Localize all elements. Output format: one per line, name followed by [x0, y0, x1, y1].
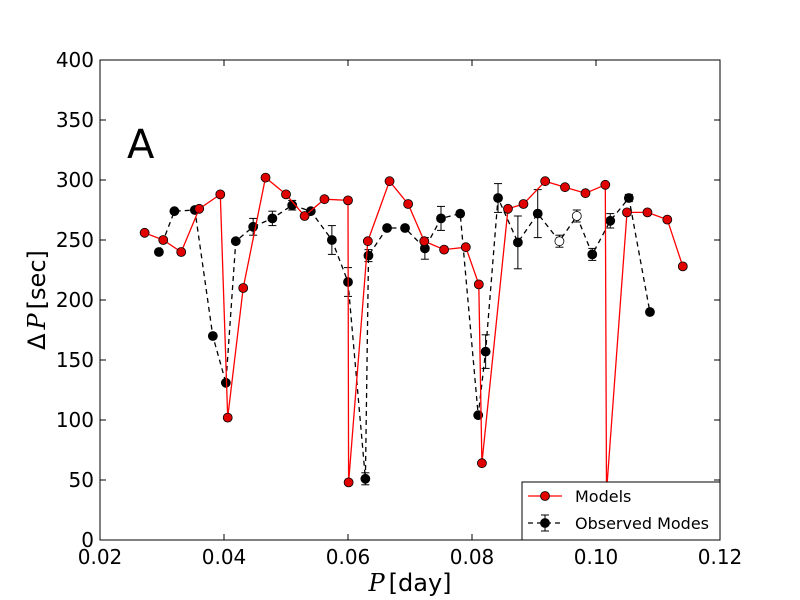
model-point — [662, 214, 673, 225]
model-point — [518, 199, 529, 209]
y-axis-label-unit: [sec] — [23, 250, 51, 309]
observed-mode-point — [480, 346, 491, 357]
model-point — [642, 207, 653, 218]
observed-mode-point — [645, 307, 655, 317]
legend-models-label: Models — [575, 487, 631, 506]
model-point — [384, 176, 395, 187]
model-point — [215, 189, 226, 200]
observed-mode-point — [360, 473, 371, 484]
y-axis-label: Δ P [sec] — [23, 250, 51, 350]
y-tick-label: 150 — [56, 348, 94, 372]
y-tick-label: 100 — [56, 408, 94, 432]
model-point — [439, 244, 450, 255]
observed-mode-point — [169, 206, 180, 217]
y-tick-label: 350 — [56, 108, 94, 132]
model-point — [677, 261, 688, 272]
model-point — [158, 235, 169, 245]
y-tick-label: 250 — [56, 228, 94, 252]
x-tick-label: 0.10 — [574, 545, 619, 569]
observed-mode-point — [267, 213, 278, 224]
observed-mode-point — [230, 236, 241, 247]
y-tick-label: 400 — [56, 48, 94, 72]
observed-mode-point — [400, 223, 410, 233]
x-tick-label: 0.12 — [698, 545, 743, 569]
legend-observed-label: Observed Modes — [575, 514, 709, 533]
panel-label: A — [127, 122, 155, 168]
observed-mode-point — [623, 193, 634, 203]
model-point — [238, 283, 249, 293]
y-tick-label: 0 — [81, 528, 94, 552]
model-point — [560, 182, 570, 193]
y-tick-label: 50 — [69, 468, 94, 492]
model-point — [260, 172, 271, 183]
x-axis-label-unit: [day] — [389, 569, 452, 597]
x-axis-label-variable: P — [367, 569, 385, 597]
model-point — [419, 236, 430, 247]
x-axis-label: P [day] — [367, 569, 451, 597]
model-point — [403, 199, 414, 209]
y-tick-label: 200 — [56, 288, 94, 312]
x-tick-label: 0.06 — [326, 545, 371, 569]
model-point — [222, 412, 233, 423]
legend: Models Observed Modes — [521, 481, 721, 541]
y-tick-label: 300 — [56, 168, 94, 192]
y-axis-label-prefix: Δ — [23, 333, 51, 350]
observed-mode-point — [436, 213, 446, 224]
model-point — [194, 203, 205, 214]
observed-mode-point — [512, 237, 523, 248]
plot-area — [100, 60, 720, 540]
x-tick-label: 0.02 — [78, 545, 123, 569]
model-point — [460, 242, 471, 253]
model-point — [139, 227, 150, 238]
model-point — [503, 203, 513, 214]
observed-mode-point — [455, 208, 466, 219]
observed-mode-point — [363, 250, 374, 261]
series-layer — [139, 172, 688, 497]
y-axis-label-variable: P — [23, 312, 51, 330]
model-point — [343, 195, 353, 206]
observed-mode-point — [207, 331, 218, 341]
observed-mode-point — [554, 236, 565, 247]
x-tick-label: 0.08 — [450, 545, 495, 569]
x-tick-label: 0.04 — [202, 545, 247, 569]
legend-frame — [521, 481, 721, 541]
model-point — [281, 189, 291, 200]
observed-mode-point — [571, 211, 582, 221]
observed-mode-point — [153, 247, 164, 257]
model-point — [540, 176, 551, 187]
model-point — [343, 477, 354, 488]
observed-mode-point — [532, 208, 543, 219]
observed-mode-point — [587, 249, 598, 260]
legend-models-marker — [540, 491, 550, 501]
legend-observed-marker — [540, 518, 550, 528]
model-point — [362, 236, 373, 247]
model-point — [622, 207, 632, 218]
model-point — [477, 458, 487, 469]
model-point — [473, 279, 484, 290]
model-point — [176, 247, 187, 257]
observed-modes-line — [158, 196, 651, 479]
model-point — [299, 211, 310, 221]
model-point — [580, 188, 591, 199]
observed-mode-point — [326, 235, 337, 245]
observed-mode-point — [493, 193, 503, 203]
model-point — [319, 194, 330, 205]
ticks-layer: 0.02 0.04 0.06 0.08 0.10 0.12 0 50 100 150 200 250 3… — [56, 48, 742, 569]
observed-mode-point — [605, 215, 616, 226]
model-point — [600, 179, 611, 190]
observed-mode-point — [382, 223, 392, 233]
